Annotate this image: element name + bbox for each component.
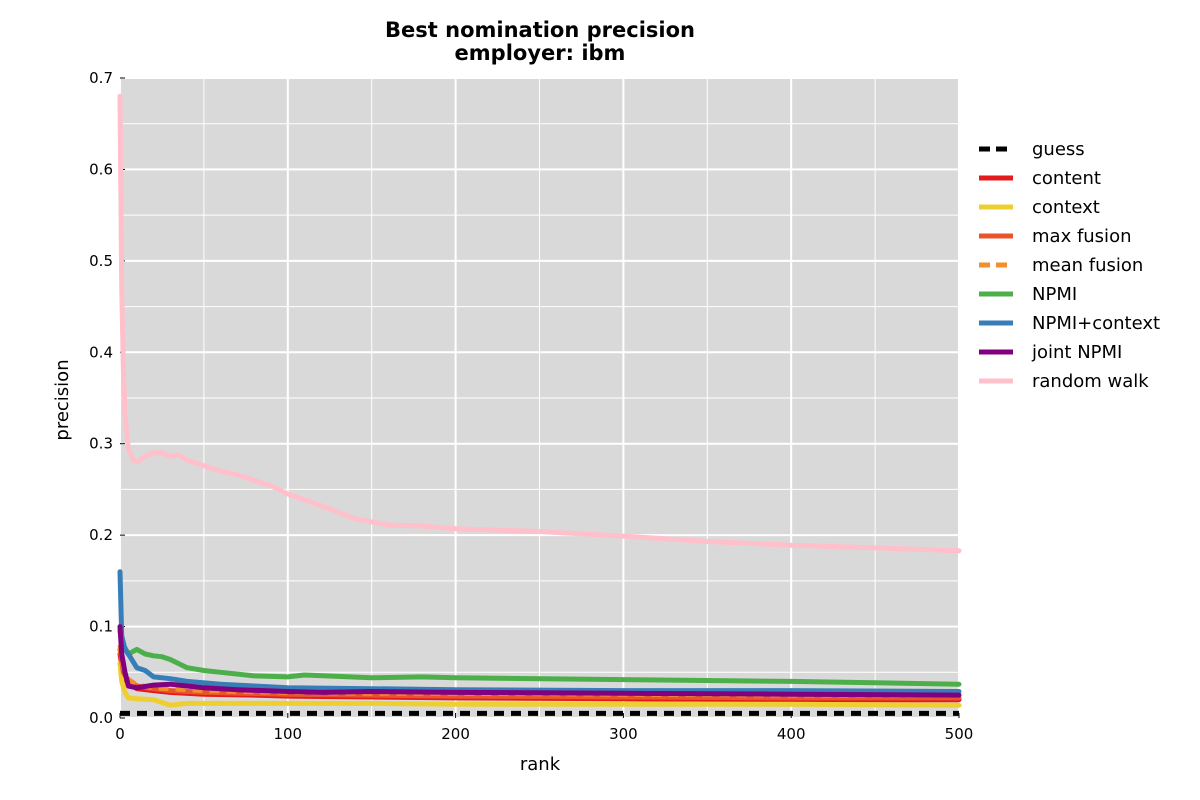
series-line-context xyxy=(117,660,962,708)
y-tick-label: 0.5 xyxy=(89,252,113,270)
legend-label: NPMI+context xyxy=(1032,313,1160,334)
y-tick-label: 0.6 xyxy=(89,160,113,178)
x-tick-label: 500 xyxy=(945,725,974,743)
x-tick-label: 0 xyxy=(115,725,125,743)
x-tick-label: 200 xyxy=(441,725,470,743)
series-line-npmi xyxy=(117,628,962,687)
series-line-npmi-context xyxy=(117,569,962,694)
axis-ticks: 0 100 200 300 400 500 0.0 0.1 0.2 0.3 0.4 0.5 0.6 0.7 xyxy=(89,69,973,743)
y-tick-label: 0.3 xyxy=(89,435,113,453)
legend-label: max fusion xyxy=(1032,226,1131,247)
grid xyxy=(119,77,960,719)
legend-label: NPMI xyxy=(1032,284,1077,305)
x-tick-label: 100 xyxy=(273,725,302,743)
legend-label: guess xyxy=(1032,139,1085,160)
y-tick-label: 0.2 xyxy=(89,526,113,544)
y-axis-label: precision xyxy=(52,359,73,440)
x-tick-label: 300 xyxy=(609,725,638,743)
legend-label: joint NPMI xyxy=(1031,342,1122,363)
legend: guess content context max fusion mean fusion… xyxy=(979,139,1160,392)
series-lines xyxy=(117,93,962,716)
legend-label: random walk xyxy=(1032,371,1149,392)
series-line-joint-npmi xyxy=(117,624,962,698)
x-axis-label: rank xyxy=(520,754,561,775)
legend-label: context xyxy=(1032,197,1100,218)
y-tick-label: 0.4 xyxy=(89,343,113,361)
legend-label: content xyxy=(1032,168,1101,189)
legend-label: mean fusion xyxy=(1032,255,1143,276)
chart-subtitle: employer: ibm xyxy=(455,41,626,65)
series-line-random-walk xyxy=(117,93,962,554)
x-tick-label: 400 xyxy=(777,725,806,743)
y-tick-label: 0.1 xyxy=(89,618,113,636)
y-tick-label: 0.7 xyxy=(89,69,113,87)
y-tick-label: 0.0 xyxy=(89,709,113,727)
chart-title: Best nomination precision xyxy=(385,18,695,42)
